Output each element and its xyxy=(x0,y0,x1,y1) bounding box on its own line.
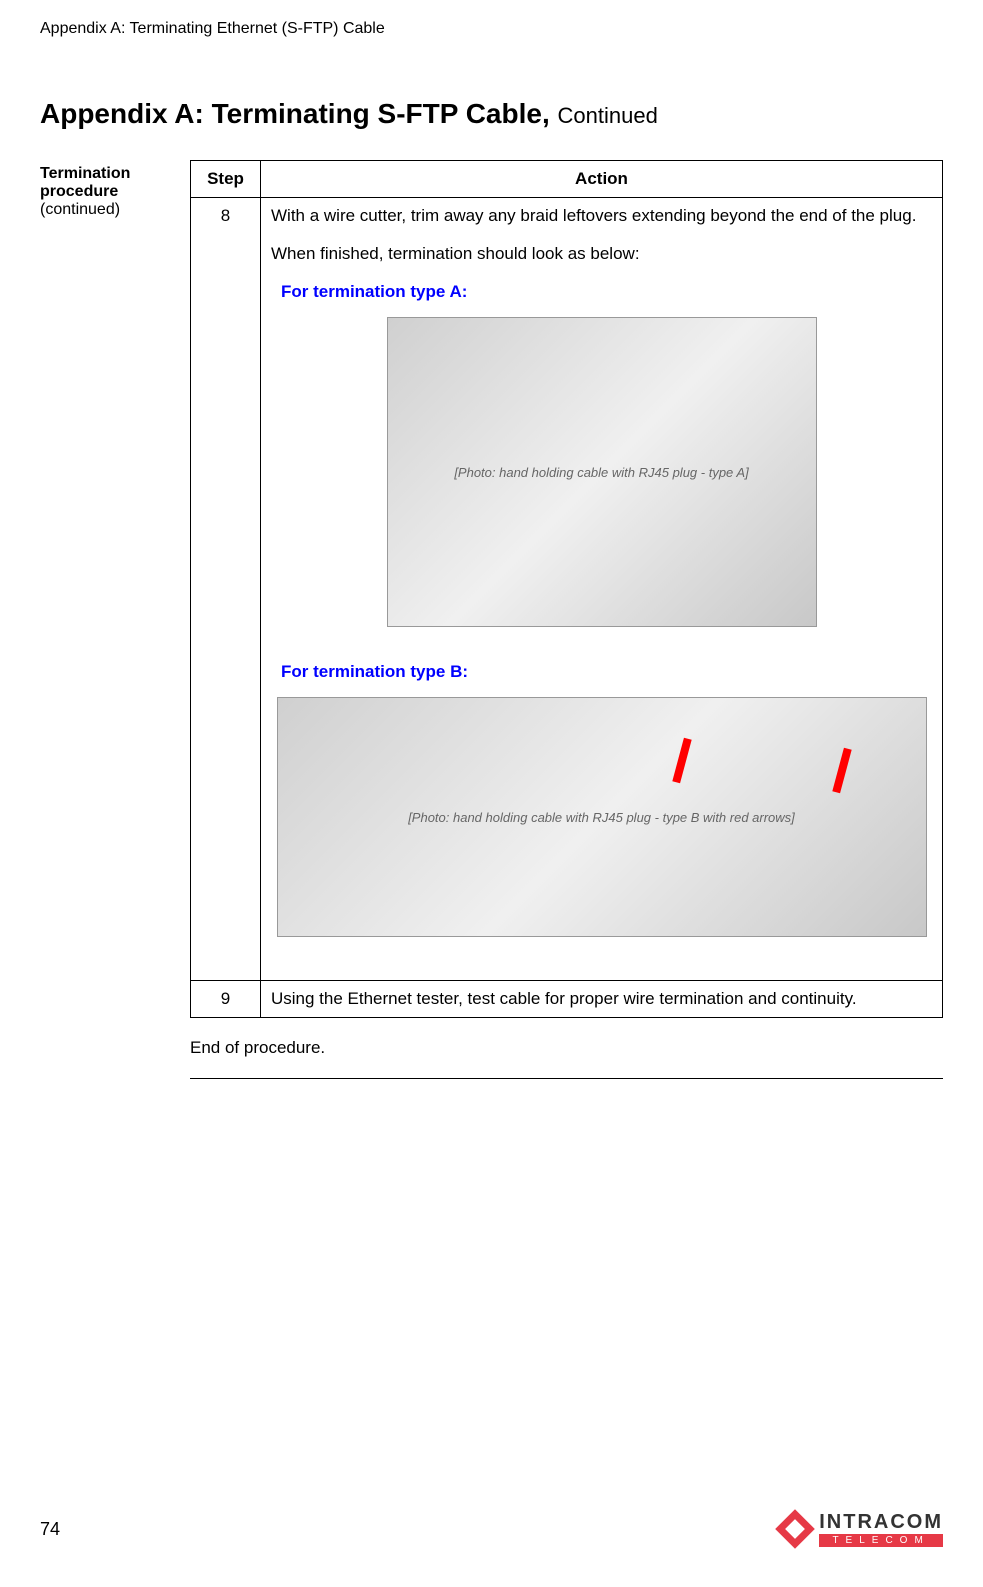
page-footer: 74 INTRACOM TELECOM xyxy=(40,1511,943,1547)
step-cell: 8 xyxy=(191,198,261,981)
step-cell: 9 xyxy=(191,981,261,1018)
photo-a-alt: [Photo: hand holding cable with RJ45 plu… xyxy=(454,465,748,480)
type-b-label: For termination type B: xyxy=(281,662,932,682)
content-wrapper: Termination procedure (continued) Step A… xyxy=(40,160,943,1079)
sidebar-bold: Termination procedure xyxy=(40,165,170,201)
title-continued: Continued xyxy=(558,103,658,128)
section-divider xyxy=(190,1078,943,1079)
procedure-table: Step Action 8 With a wire cutter, trim a… xyxy=(190,160,943,1018)
running-header: Appendix A: Terminating Ethernet (S-FTP)… xyxy=(40,20,943,38)
page-title: Appendix A: Terminating S-FTP Cable, Con… xyxy=(40,98,943,130)
header-action: Action xyxy=(261,161,943,198)
action-text-2: When finished, termination should look a… xyxy=(271,244,932,264)
photo-type-b: [Photo: hand holding cable with RJ45 plu… xyxy=(277,697,927,937)
logo-text: INTRACOM TELECOM xyxy=(819,1511,943,1547)
logo-diamond-icon xyxy=(775,1509,815,1549)
header-step: Step xyxy=(191,161,261,198)
table-row: 8 With a wire cutter, trim away any brai… xyxy=(191,198,943,981)
type-a-label: For termination type A: xyxy=(281,282,932,302)
red-arrow-icon xyxy=(832,748,851,794)
red-arrow-icon xyxy=(672,738,691,784)
title-main: Appendix A: Terminating S-FTP Cable, xyxy=(40,98,550,129)
company-logo: INTRACOM TELECOM xyxy=(781,1511,943,1547)
sidebar-label: Termination procedure (continued) xyxy=(40,160,190,219)
action-cell: With a wire cutter, trim away any braid … xyxy=(261,198,943,981)
logo-bottom-text: TELECOM xyxy=(819,1534,943,1547)
action-cell: Using the Ethernet tester, test cable fo… xyxy=(261,981,943,1018)
table-row: 9 Using the Ethernet tester, test cable … xyxy=(191,981,943,1018)
page-number: 74 xyxy=(40,1519,60,1540)
table-header-row: Step Action xyxy=(191,161,943,198)
table-area: Step Action 8 With a wire cutter, trim a… xyxy=(190,160,943,1079)
photo-b-alt: [Photo: hand holding cable with RJ45 plu… xyxy=(408,810,795,825)
action-text-1: With a wire cutter, trim away any braid … xyxy=(271,206,932,226)
sidebar-normal: (continued) xyxy=(40,201,170,219)
end-of-procedure: End of procedure. xyxy=(190,1038,943,1058)
logo-top-text: INTRACOM xyxy=(819,1511,943,1534)
photo-type-a: [Photo: hand holding cable with RJ45 plu… xyxy=(387,317,817,627)
